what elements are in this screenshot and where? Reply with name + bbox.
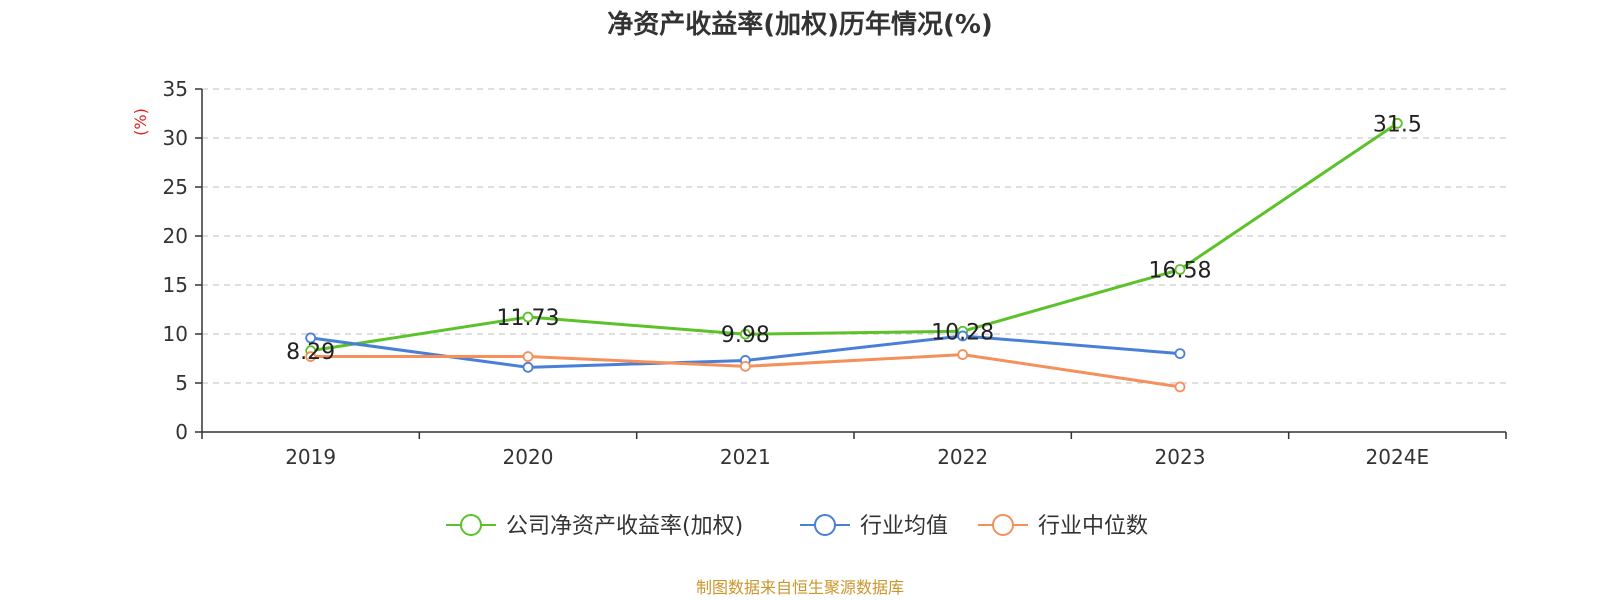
data-point: [739, 360, 751, 372]
data-point: [522, 351, 534, 362]
legend-circle-icon: [992, 514, 1014, 536]
legend-label: 公司净资产收益率(加权): [506, 514, 743, 539]
legend: 公司净资产收益率(加权) 行业均值 行业中位数: [446, 514, 1148, 539]
chart-title: 净资产收益率(加权)历年情况(%): [607, 10, 993, 40]
legend-label: 行业均值: [860, 514, 948, 539]
data-point: [305, 351, 317, 362]
legend-circle-icon: [460, 514, 482, 536]
legend-label: 行业中位数: [1038, 514, 1148, 539]
y-axis-label: (%): [131, 108, 150, 136]
legend-item-1[interactable]: 行业均值: [800, 514, 948, 539]
data-label: 10.28: [931, 320, 994, 345]
x-tick-label: 2020: [503, 445, 554, 469]
data-point: [1174, 381, 1186, 393]
data-label: 8.29: [286, 340, 335, 365]
data-label: 11.73: [497, 306, 560, 331]
y-tick-label: 5: [175, 371, 188, 395]
y-tick-label: 0: [175, 420, 188, 444]
data-label: 9.98: [721, 323, 770, 348]
data-point: [957, 330, 969, 342]
data-point: [1391, 117, 1403, 129]
y-tick-label: 30: [163, 126, 188, 150]
y-tick-label: 25: [163, 175, 188, 199]
data-point: [957, 349, 969, 360]
x-tick-label: 2021: [720, 445, 771, 469]
data-point: [522, 311, 534, 323]
series-lines: [305, 117, 1403, 393]
data-point: [305, 332, 317, 344]
data-point: [1174, 348, 1186, 360]
data-point: [739, 328, 751, 340]
legend-item-0[interactable]: 公司净资产收益率(加权): [446, 514, 743, 539]
data-source-note: 制图数据来自恒生聚源数据库: [695, 578, 904, 597]
legend-circle-icon: [814, 514, 836, 536]
y-tick-label: 10: [163, 322, 188, 346]
data-label: 31.5: [1373, 112, 1422, 137]
x-tick-label: 2023: [1155, 445, 1206, 469]
data-label: 16.58: [1149, 259, 1212, 284]
data-point: [1174, 264, 1186, 275]
y-tick-label: 15: [163, 273, 188, 297]
y-tick-label: 35: [163, 77, 188, 101]
data-point: [522, 361, 534, 373]
series-line-0: [310, 122, 1399, 353]
axes: 0 5 10 15 20 25 30 35 2019 2020 2021 2022 2023 2024E (…: [131, 77, 1507, 469]
x-tick-label: 2019: [285, 445, 336, 469]
legend-item-2[interactable]: 行业中位数: [978, 514, 1148, 539]
x-tick-label: 2024E: [1366, 445, 1430, 469]
grid-lines: [202, 88, 1506, 384]
x-tick-label: 2022: [937, 445, 988, 469]
y-tick-label: 20: [163, 224, 188, 248]
data-labels: 8.29 11.73 9.98 10.28 16.58 31.5: [286, 112, 1422, 364]
